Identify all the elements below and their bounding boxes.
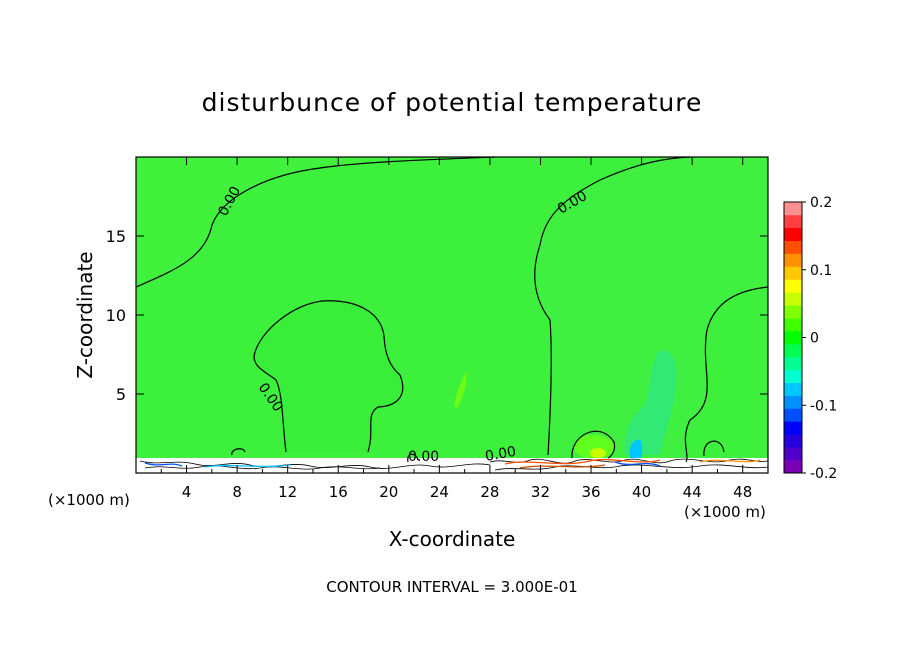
contour-zero-plume-right — [684, 286, 769, 463]
colorbar-label: -0.2 — [810, 466, 837, 482]
chart-title: disturbunce of potential temperature — [202, 88, 703, 117]
field-region-upper-left — [136, 157, 495, 287]
colorbar-swatch — [784, 279, 802, 293]
colorbar-swatch — [784, 382, 802, 396]
x-tick-label-4: 4 — [182, 483, 192, 501]
field-plume-blue — [629, 439, 643, 462]
colorbar-swatch — [784, 447, 802, 461]
y-tick-label-5: 5 — [116, 385, 126, 404]
boundary-layer-colored — [144, 458, 761, 469]
colorbar-swatch — [784, 408, 802, 422]
colorbar-swatch — [784, 356, 802, 371]
contour-lines — [135, 156, 769, 463]
y-tick-label-10: 10 — [106, 306, 126, 325]
colorbar-swatch — [784, 305, 802, 319]
contour-interval-footer: CONTOUR INTERVAL = 3.000E-01 — [326, 578, 577, 596]
colorbar-swatch — [784, 292, 802, 306]
x-tick-label-16: 16 — [329, 483, 348, 501]
x-tick-label-8: 8 — [232, 483, 242, 501]
colorbar-label: 0.1 — [810, 263, 832, 279]
contour-small-bump-3 — [703, 440, 725, 457]
contour-small-bump-1 — [231, 448, 246, 456]
colorbar-labels: 0.2 0.1 0 -0.1 -0.2 — [802, 195, 837, 482]
x-axis-ticks: 4 8 12 16 20 24 28 32 36 40 44 48 — [160, 157, 752, 501]
colorbar-swatch — [784, 434, 802, 448]
field-region-bubble — [254, 300, 403, 452]
colorbar — [783, 201, 803, 474]
field-streak — [454, 373, 467, 408]
colorbar-swatch — [784, 214, 802, 229]
colorbar-swatch — [784, 331, 802, 345]
colorbar-swatch — [784, 369, 802, 383]
x-tick-label-40: 40 — [632, 483, 651, 501]
contour-zero-plume-left — [534, 156, 691, 456]
colorbar-swatch — [784, 460, 802, 474]
colorbar-swatch — [784, 343, 802, 358]
colorbar-swatch — [784, 266, 802, 280]
contour-label-4: 0.00 — [408, 449, 439, 465]
contour-small-bump-4 — [407, 453, 419, 463]
contour-zero-bubble — [253, 300, 404, 453]
colorbar-swatch — [784, 227, 802, 242]
field-region-right-plume — [534, 157, 768, 462]
x-axis-label: X-coordinate — [389, 527, 516, 551]
x-tick-label-48: 48 — [733, 483, 752, 501]
colorbar-label: -0.1 — [810, 398, 837, 414]
x-tick-label-36: 36 — [581, 483, 600, 501]
contour-zero-upper-left — [135, 156, 496, 288]
colorbar-label: 0 — [810, 331, 819, 347]
x-tick-label-24: 24 — [430, 483, 449, 501]
field-plume-cyan — [624, 350, 677, 455]
contour-label-5: 0.00 — [484, 444, 517, 465]
y-axis-label: Z-coordinate — [73, 251, 97, 378]
boundary-layer-contours — [139, 458, 769, 471]
colorbar-swatch — [784, 202, 802, 216]
field-warm-core — [590, 448, 606, 458]
colorbar-swatch — [784, 318, 802, 332]
x-tick-label-32: 32 — [531, 483, 550, 501]
contour-small-bump-2 — [571, 430, 616, 459]
x-tick-label-44: 44 — [683, 483, 702, 501]
colorbar-swatch — [784, 240, 802, 254]
x-tick-label-12: 12 — [278, 483, 297, 501]
x-tick-label-28: 28 — [480, 483, 499, 501]
x-unit-right: (×1000 m) — [684, 503, 766, 521]
y-tick-label-15: 15 — [106, 227, 126, 246]
colorbar-swatch — [784, 421, 802, 435]
colorbar-swatch — [784, 395, 802, 409]
colorbar-swatch — [784, 253, 802, 267]
x-tick-label-20: 20 — [379, 483, 398, 501]
x-unit-left: (×1000 m) — [48, 491, 130, 509]
colorbar-label: 0.2 — [810, 195, 832, 211]
y-axis-ticks: 5 10 15 — [106, 227, 768, 404]
